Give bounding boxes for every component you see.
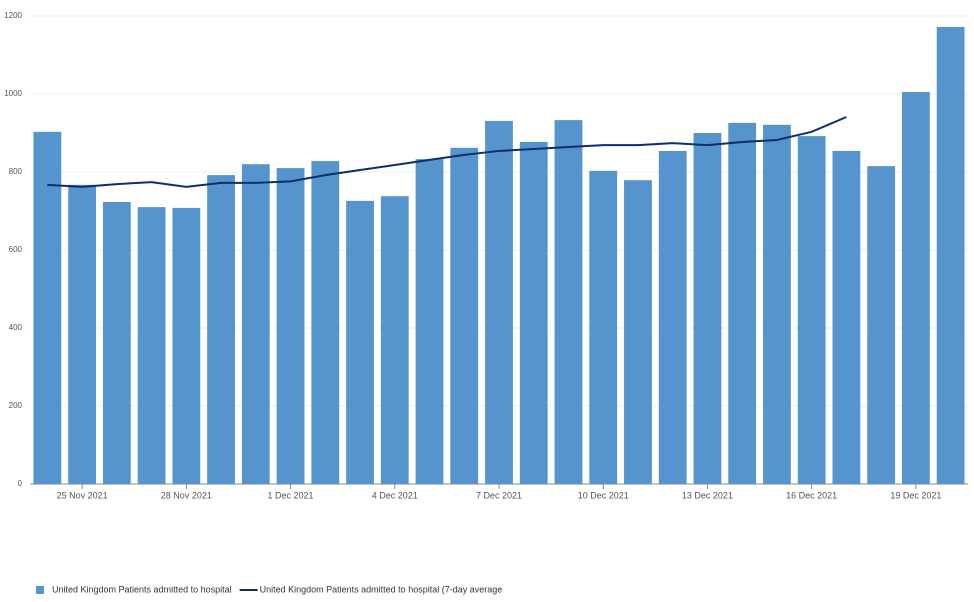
bar [658, 150, 687, 484]
bar [33, 131, 62, 484]
bar [207, 175, 235, 484]
bar [68, 184, 97, 484]
x-tick-label: 19 Dec 2021 [890, 490, 941, 500]
bar [728, 122, 757, 485]
bar [241, 164, 270, 484]
bar [936, 26, 965, 484]
y-tick-label: 200 [9, 401, 23, 410]
legend-swatch [36, 586, 44, 594]
bar [624, 180, 652, 484]
bar [589, 170, 618, 484]
line [47, 116, 847, 188]
bar [519, 141, 548, 484]
legend-label: United Kingdom Patients admitted to hosp… [52, 584, 232, 594]
bar [485, 120, 513, 484]
bar [172, 207, 201, 484]
bar [415, 159, 444, 484]
bar [867, 166, 896, 484]
bar [276, 168, 305, 484]
bar [450, 147, 479, 484]
bar [797, 136, 826, 484]
y-tick-label: 600 [9, 245, 23, 254]
bar [763, 124, 791, 484]
y-tick-label: 0 [18, 479, 23, 488]
bar [311, 161, 340, 484]
x-tick-label: 16 Dec 2021 [786, 490, 837, 500]
y-tick-label: 1200 [4, 11, 22, 20]
bar [346, 200, 374, 485]
x-tick-label: 7 Dec 2021 [476, 490, 522, 500]
x-tick-label: 4 Dec 2021 [372, 490, 418, 500]
bar [554, 120, 583, 484]
x-tick-label: 13 Dec 2021 [682, 490, 733, 500]
x-tick-label: 25 Nov 2021 [57, 490, 108, 500]
bar [693, 133, 722, 484]
bar [380, 196, 409, 484]
x-tick-label: 28 Nov 2021 [161, 490, 212, 500]
bar [901, 92, 930, 485]
legend-label: United Kingdom Patients admitted to hosp… [260, 584, 503, 594]
y-tick-label: 1000 [4, 89, 22, 98]
x-tick-label: 10 Dec 2021 [578, 490, 629, 500]
y-tick-label: 800 [9, 167, 23, 176]
y-tick-label: 400 [9, 323, 23, 332]
bar [102, 202, 131, 484]
bar [832, 150, 861, 484]
x-tick-label: 1 Dec 2021 [268, 490, 314, 500]
bar [137, 207, 166, 484]
